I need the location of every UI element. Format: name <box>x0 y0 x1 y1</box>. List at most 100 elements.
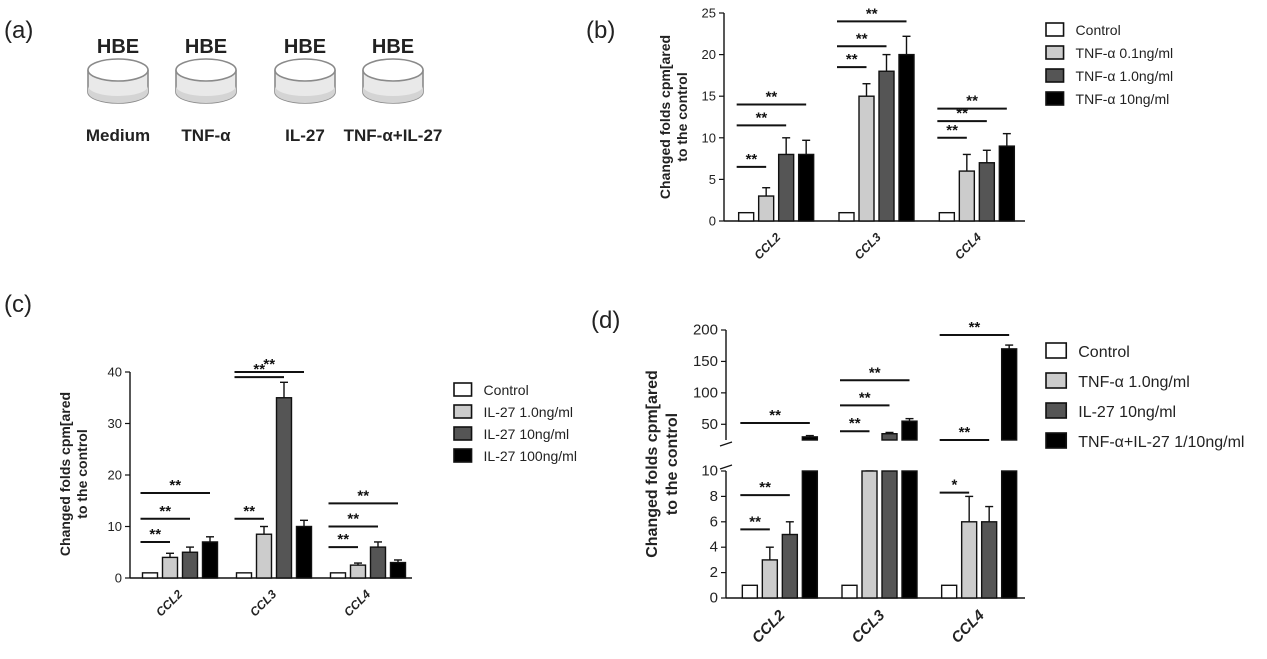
y-tick-label: 4 <box>710 539 718 556</box>
bar <box>389 561 407 579</box>
significance-label: * <box>951 477 957 494</box>
significance-label: ** <box>347 511 359 528</box>
x-tick-label: CCL3 <box>848 606 888 646</box>
y-tick-label: 2 <box>710 564 718 581</box>
x-tick-label: CCL2 <box>749 606 789 646</box>
bar <box>255 533 273 579</box>
y-axis-label-line: Changed folds cpm[ared <box>657 35 673 199</box>
bar <box>838 211 855 222</box>
bar-upper <box>1000 348 1018 441</box>
bar <box>777 153 795 222</box>
bar <box>295 525 313 579</box>
bar <box>737 211 755 222</box>
y-tick-label: 20 <box>108 468 122 483</box>
panel-a-label: (a) <box>4 17 33 44</box>
legend-swatch <box>1045 342 1068 359</box>
bar <box>1000 470 1018 599</box>
y-tick-label: 0 <box>709 214 716 229</box>
bar <box>958 170 976 222</box>
significance-label: ** <box>966 93 978 110</box>
y-axis-label: Changed folds cpm[ared to the control <box>644 370 681 558</box>
axis-break-mark <box>719 464 733 470</box>
y-tick-label: 50 <box>701 416 718 433</box>
bar <box>858 95 875 222</box>
y-axis-label-line: to the control <box>664 413 681 515</box>
significance-label: ** <box>869 364 881 381</box>
y-tick-label: 150 <box>693 353 718 370</box>
legend-label: IL-27 10ng/ml <box>484 426 570 442</box>
legend-swatch <box>1045 68 1065 83</box>
panel-b-chart: (b) 0 5 10 15 20 25 Changed folds cpm[ared to th… <box>586 5 1173 262</box>
dish-0: HBE Medium <box>86 36 150 145</box>
bar <box>940 584 958 599</box>
y-axis-label-line: Changed folds cpm[ared <box>57 392 73 556</box>
y-axis-label: Changed folds cpm[ared to the control <box>57 392 90 556</box>
dish-medium-fill <box>176 86 236 103</box>
y-axis-label-line: to the control <box>674 72 690 161</box>
bar <box>978 162 996 222</box>
significance-label: ** <box>253 361 265 378</box>
bar-upper <box>801 436 819 441</box>
dish-top-label: HBE <box>372 36 414 58</box>
legend-label: Control <box>484 382 529 398</box>
y-axis-label-line: Changed folds cpm[ared <box>644 370 661 558</box>
y-tick-label: 100 <box>693 384 718 401</box>
significance-label: ** <box>856 30 868 47</box>
legend-label: IL-27 10ng/ml <box>1078 404 1176 421</box>
significance-label: ** <box>769 407 781 424</box>
y-axis-label-line: to the control <box>74 429 90 518</box>
bar <box>201 541 219 579</box>
bar <box>841 584 858 599</box>
legend-swatch <box>453 382 473 397</box>
significance-label: ** <box>263 356 275 373</box>
panel-d-label: (d) <box>591 307 620 334</box>
legend-label: TNF-α 10ng/ml <box>1076 91 1170 107</box>
y-tick-label: 0 <box>710 590 718 607</box>
bar-upper <box>881 433 898 441</box>
significance-label: ** <box>243 503 255 520</box>
y-tick-label: 0 <box>115 571 122 586</box>
dish-rim <box>362 58 424 82</box>
dish-2: HBE IL-27 <box>274 36 336 145</box>
bar <box>878 70 895 222</box>
bar <box>235 572 253 579</box>
bar <box>797 153 815 222</box>
bar <box>901 470 918 599</box>
x-tick-label-group: CCL3 <box>852 230 884 262</box>
axis-break-mark <box>719 441 733 447</box>
legend-label: Control <box>1078 344 1130 361</box>
dish-medium-fill <box>275 86 335 103</box>
x-tick-label-group: CCL2 <box>751 230 783 262</box>
x-tick-label-group: CCL2 <box>153 587 185 619</box>
significance-label: ** <box>946 122 958 139</box>
x-tick-label: CCL4 <box>952 230 984 262</box>
panel-d-chart: (d) 0 2 4 6 8 10 50 100 150 200 Changed folds cpm[a… <box>591 307 1244 647</box>
bar <box>181 551 199 579</box>
legend-label: TNF-α 0.1ng/ml <box>1076 45 1174 61</box>
significance-label: ** <box>766 89 778 106</box>
legend-label: TNF-α 1.0ng/ml <box>1076 68 1174 84</box>
bar <box>369 546 387 579</box>
y-tick-label: 15 <box>702 89 716 104</box>
panel-c-label: (c) <box>4 291 32 318</box>
legend-swatch <box>453 448 473 463</box>
panel-a: (a) HBE Medium HBE TNF-α HBE IL-27 HBE TNF-α+IL… <box>4 17 442 145</box>
y-tick-label: 6 <box>710 513 718 530</box>
bar <box>329 572 347 579</box>
panel-c-chart: (c) 0 10 20 30 40 Changed folds cpm[ared to the… <box>4 291 577 619</box>
x-tick-label-group: CCL4 <box>948 606 988 646</box>
dish-rim <box>274 58 336 82</box>
significance-label: ** <box>956 105 968 122</box>
x-tick-label: CCL2 <box>153 587 185 619</box>
y-tick-label: 5 <box>709 172 716 187</box>
dish-condition-label: TNF-α+IL-27 <box>344 126 443 145</box>
legend-swatch <box>1045 372 1068 389</box>
bar <box>938 211 956 222</box>
y-tick-label: 10 <box>701 463 718 480</box>
bar <box>898 53 915 222</box>
significance-label: ** <box>169 477 181 494</box>
legend-label: IL-27 1.0ng/ml <box>484 404 574 420</box>
bar <box>741 584 759 599</box>
bar <box>757 195 775 222</box>
